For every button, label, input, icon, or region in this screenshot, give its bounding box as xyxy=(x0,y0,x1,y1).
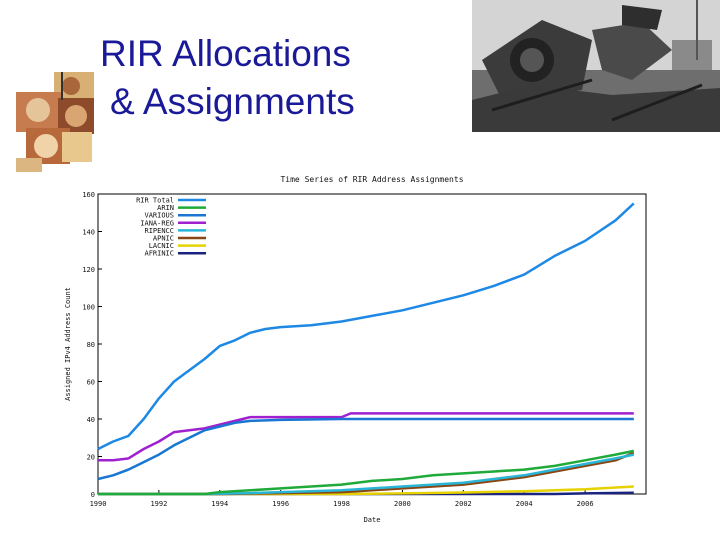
x-axis-label: Date xyxy=(364,516,381,524)
series-line-lacnic xyxy=(98,485,634,496)
chart-title: Time Series of RIR Address Assignments xyxy=(280,175,463,184)
y-tick-label: 20 xyxy=(87,454,95,462)
train-wreck-photo xyxy=(472,0,720,132)
legend-label: APNIC xyxy=(153,235,174,243)
y-tick-label: 60 xyxy=(87,379,95,387)
x-tick-label: 1994 xyxy=(211,500,228,508)
y-tick-label: 0 xyxy=(91,491,95,499)
y-tick-label: 160 xyxy=(82,191,95,199)
collage-of-faces-image xyxy=(16,72,94,172)
x-tick-label: 2004 xyxy=(516,500,533,508)
series-line-arin xyxy=(98,449,635,496)
legend-label: VARIOUS xyxy=(144,212,174,220)
legend-label: IANA-REG xyxy=(140,219,174,227)
slide-title: RIR Allocations & Assignments xyxy=(100,30,355,126)
x-tick-label: 1998 xyxy=(333,500,350,508)
x-tick-label: 1990 xyxy=(90,500,107,508)
y-tick-label: 100 xyxy=(82,304,95,312)
y-axis-label: Assigned IPv4 Address Count xyxy=(64,287,72,401)
y-tick-label: 80 xyxy=(87,341,95,349)
rir-assignments-chart: Time Series of RIR Address Assignments 0… xyxy=(64,175,647,524)
series-line-ripencc xyxy=(98,453,635,496)
series-line-iana-reg xyxy=(98,412,634,462)
legend-label: AFRINIC xyxy=(144,250,174,258)
series-line-rir-total xyxy=(97,202,635,451)
legend-label: RIR Total xyxy=(136,197,174,205)
legend-label: LACNIC xyxy=(149,242,174,250)
x-tick-label: 2002 xyxy=(455,500,472,508)
series-line-various xyxy=(97,417,634,481)
x-tick-label: 1996 xyxy=(272,500,289,508)
slide-title-line1: RIR Allocations xyxy=(100,33,351,74)
x-tick-label: 1992 xyxy=(150,500,167,508)
legend-label: ARIN xyxy=(157,204,174,212)
slide-title-line2: & Assignments xyxy=(110,81,355,122)
y-tick-label: 140 xyxy=(82,229,95,237)
legend-label: RIPENCC xyxy=(144,227,174,235)
x-tick-label: 2000 xyxy=(394,500,411,508)
x-tick-label: 2006 xyxy=(577,500,594,508)
y-tick-label: 40 xyxy=(87,416,95,424)
y-tick-label: 120 xyxy=(82,266,95,274)
